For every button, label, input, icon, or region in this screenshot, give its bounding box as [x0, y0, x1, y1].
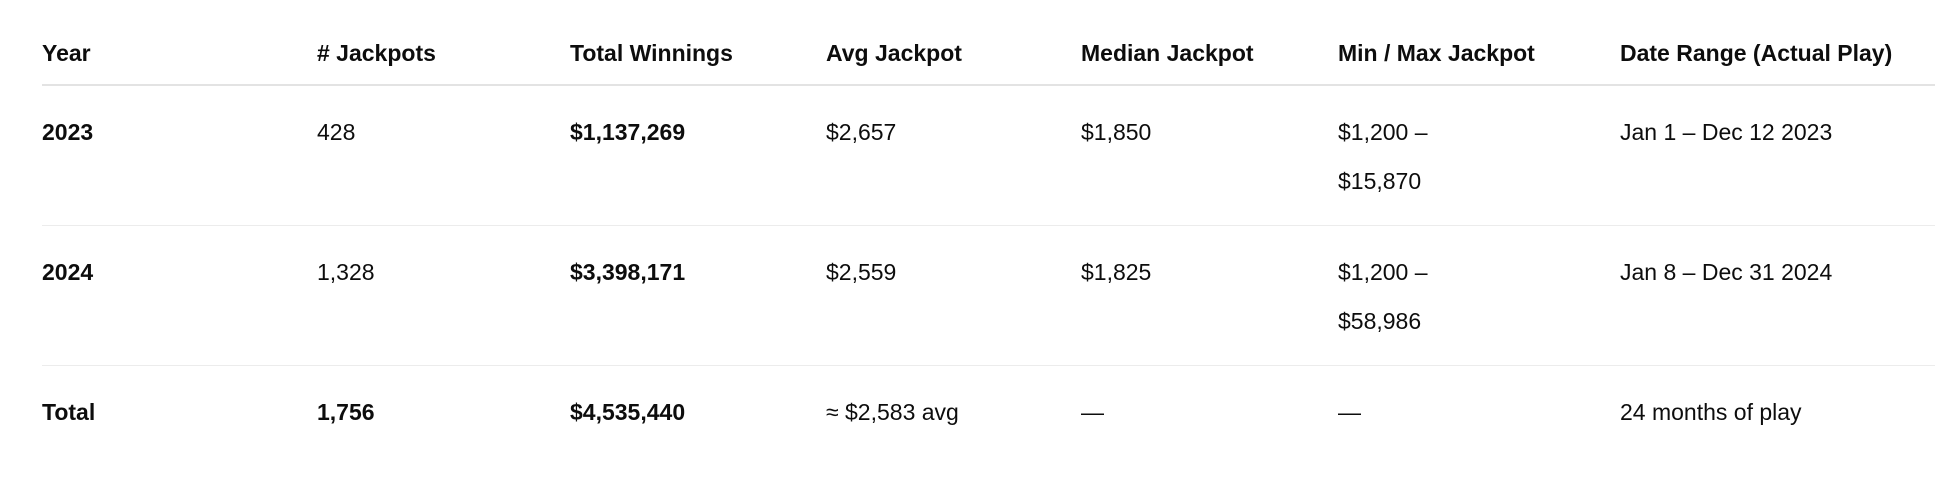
- cell-year: 2023: [42, 119, 94, 145]
- cell-year: Total: [42, 399, 96, 425]
- header-date-range: Date Range (Actual Play): [1620, 0, 1935, 86]
- cell-jackpots: 1,756: [317, 399, 375, 425]
- header-row: Year # Jackpots Total Winnings Avg Jackp…: [42, 0, 1935, 86]
- header-year: Year: [42, 0, 317, 86]
- table-row: 2024 1,328 $3,398,171 $2,559 $1,825 $1,2…: [42, 226, 1935, 366]
- cell-median-jackpot: $1,825: [1081, 259, 1152, 285]
- header-median-jackpot: Median Jackpot: [1081, 0, 1338, 86]
- cell-total-winnings: $1,137,269: [570, 119, 686, 145]
- cell-date-range: Jan 8 – Dec 31 2024: [1620, 259, 1833, 285]
- cell-avg-jackpot: $2,657: [826, 119, 897, 145]
- table-row: 2023 428 $1,137,269 $2,657 $1,850 $1,200…: [42, 85, 1935, 226]
- cell-date-range: Jan 1 – Dec 12 2023: [1620, 119, 1833, 145]
- cell-avg-jackpot: $2,559: [826, 259, 897, 285]
- cell-year: 2024: [42, 259, 94, 285]
- header-jackpots: # Jackpots: [317, 0, 570, 86]
- cell-jackpots: 428: [317, 119, 356, 145]
- cell-avg-jackpot: ≈ $2,583 avg: [826, 399, 959, 425]
- cell-min-max-jackpot: —: [1338, 399, 1361, 425]
- cell-total-winnings: $4,535,440: [570, 399, 686, 425]
- header-avg-jackpot: Avg Jackpot: [826, 0, 1081, 86]
- total-row: Total 1,756 $4,535,440 ≈ $2,583 avg — — …: [42, 366, 1935, 457]
- cell-median-jackpot: —: [1081, 399, 1104, 425]
- header-min-max-jackpot: Min / Max Jackpot: [1338, 0, 1620, 86]
- header-total-winnings: Total Winnings: [570, 0, 826, 86]
- cell-total-winnings: $3,398,171: [570, 259, 686, 285]
- cell-min-max-jackpot: $1,200 – $58,986: [1338, 259, 1428, 334]
- cell-min-max-jackpot: $1,200 – $15,870: [1338, 119, 1428, 194]
- cell-median-jackpot: $1,850: [1081, 119, 1152, 145]
- cell-jackpots: 1,328: [317, 259, 375, 285]
- cell-date-range: 24 months of play: [1620, 399, 1802, 425]
- jackpot-summary-table: Year # Jackpots Total Winnings Avg Jackp…: [42, 0, 1935, 456]
